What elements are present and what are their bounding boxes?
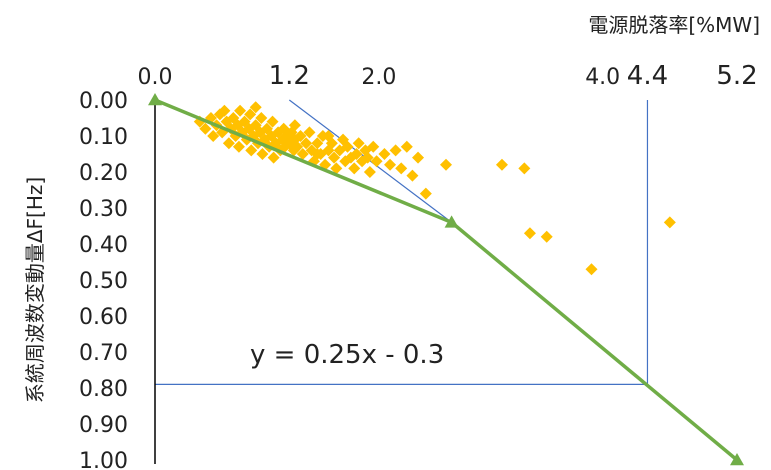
data-point xyxy=(341,140,354,153)
x-axis-title: 電源脱落率[%MW] xyxy=(588,13,760,37)
fit-line-path xyxy=(154,98,739,462)
reference-lines xyxy=(155,99,649,385)
data-point xyxy=(350,148,363,160)
data-point xyxy=(207,130,220,142)
fit-line-marker xyxy=(730,453,744,466)
data-point xyxy=(255,112,268,124)
data-point xyxy=(400,140,413,153)
y-tick-label: 0.30 xyxy=(79,197,128,222)
data-point xyxy=(348,162,361,175)
data-point xyxy=(234,104,247,117)
data-point xyxy=(540,230,553,243)
data-point xyxy=(296,148,309,160)
x-tick-label: 0.0 xyxy=(138,65,173,90)
data-point xyxy=(378,148,391,160)
reference-line xyxy=(288,99,452,223)
data-point xyxy=(267,151,280,164)
data-point xyxy=(311,148,324,160)
data-point xyxy=(384,158,397,171)
data-point xyxy=(330,162,343,175)
data-point xyxy=(266,115,279,128)
data-point xyxy=(303,126,316,139)
data-point xyxy=(328,151,341,164)
data-point xyxy=(322,130,335,142)
data-point xyxy=(440,158,452,171)
data-point xyxy=(363,166,376,178)
data-point xyxy=(389,144,402,157)
data-point xyxy=(222,137,235,150)
data-point xyxy=(218,104,231,117)
x-tick-label: 1.2 xyxy=(269,61,310,91)
data-point xyxy=(367,140,380,153)
x-tick-label: 4.4 xyxy=(627,61,668,91)
y-tick-label: 0.90 xyxy=(79,413,128,438)
data-point xyxy=(412,151,425,164)
data-point xyxy=(370,155,383,168)
data-point xyxy=(249,101,262,114)
y-tick-label: 0.70 xyxy=(79,341,128,366)
data-point xyxy=(419,187,432,200)
data-point xyxy=(395,162,408,175)
x-tick-label: 5.2 xyxy=(716,61,757,91)
data-point xyxy=(256,148,269,160)
data-point xyxy=(523,227,536,240)
data-point xyxy=(199,122,212,135)
y-tick-label: 0.40 xyxy=(79,233,128,258)
y-tick-label: 0.10 xyxy=(79,125,128,150)
data-point xyxy=(352,137,365,150)
y-tick-label: 0.80 xyxy=(79,377,128,402)
data-point xyxy=(406,169,419,182)
data-point xyxy=(663,216,676,229)
data-point xyxy=(245,144,258,157)
data-point xyxy=(518,162,531,175)
y-tick-label: 0.20 xyxy=(79,161,128,186)
data-point xyxy=(361,151,374,164)
data-point xyxy=(288,119,301,132)
data-point xyxy=(311,137,324,150)
data-point xyxy=(291,140,304,153)
data-point xyxy=(495,158,508,171)
x-tick-label: 4.0 xyxy=(585,65,620,90)
y-tick-label: 1.00 xyxy=(79,449,128,470)
y-tick-label: 0.00 xyxy=(79,89,128,114)
data-point xyxy=(300,137,313,150)
x-tick-label: 2.0 xyxy=(361,65,396,90)
fit-line-marker xyxy=(148,93,162,106)
data-point xyxy=(216,126,229,139)
x-tick-labels: 0.0 1.2 2.0 4.0 4.4 5.2 xyxy=(138,61,758,91)
fit-line-marker xyxy=(444,215,459,228)
data-point xyxy=(585,263,598,276)
data-point xyxy=(294,130,307,142)
fit-line xyxy=(148,93,744,466)
data-point xyxy=(232,140,245,153)
data-points xyxy=(193,101,676,276)
regression-equation: y = 0.25x - 0.3 xyxy=(250,340,444,370)
y-tick-label: 0.60 xyxy=(79,305,128,330)
y-tick-label: 0.50 xyxy=(79,269,128,294)
y-tick-labels: 0.00 0.10 0.20 0.30 0.40 0.50 0.60 0.70 0.80 0.90… xyxy=(79,89,128,470)
y-axis-title: 系統周波数変動量ΔF[Hz] xyxy=(23,177,47,403)
data-point xyxy=(244,108,257,121)
